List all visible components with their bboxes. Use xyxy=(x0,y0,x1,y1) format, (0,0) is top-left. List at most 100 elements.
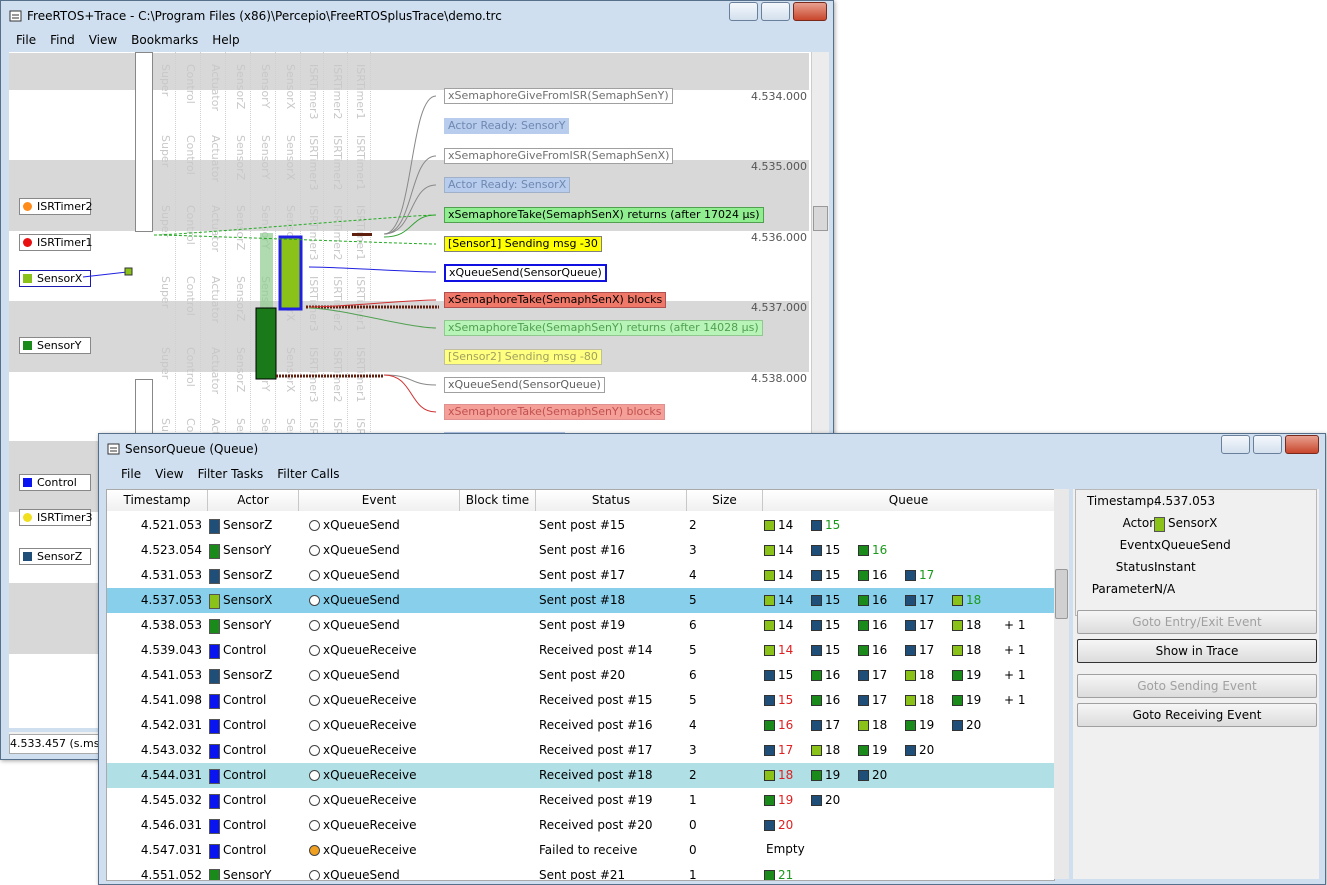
table-row[interactable]: 4.544.031ControlxQueueReceiveReceived po… xyxy=(107,763,1054,788)
queue-item-swatch xyxy=(764,670,775,681)
event-label: xSemaphoreTake(SemaphSenY) blocks xyxy=(444,404,665,420)
queue-item-swatch xyxy=(811,770,822,781)
queue-item: 18 xyxy=(919,688,934,713)
table-row[interactable]: 4.551.052SensorYxQueueSendSent post #211… xyxy=(107,863,1054,881)
queue-item: 18 xyxy=(966,613,981,638)
table-row[interactable]: 4.537.053SensorXxQueueSendSent post #185… xyxy=(107,588,1054,613)
queue-item: 16 xyxy=(825,688,840,713)
app-icon xyxy=(9,10,23,23)
event: xQueueReceive xyxy=(323,713,417,738)
event-label: xSemaphoreGiveFromISR(SemaphSenY) xyxy=(444,88,673,104)
menu-item[interactable]: Filter Calls xyxy=(270,465,346,485)
event-icon xyxy=(309,520,320,531)
table-row[interactable]: 4.543.032ControlxQueueReceiveReceived po… xyxy=(107,738,1054,763)
queue-more: + 1 xyxy=(1004,663,1026,688)
table-row[interactable]: 4.521.053SensorZxQueueSendSent post #152… xyxy=(107,513,1054,538)
queue-item-swatch xyxy=(858,620,869,631)
event: xQueueReceive xyxy=(323,788,417,813)
table-row[interactable]: 4.542.031ControlxQueueReceiveReceived po… xyxy=(107,713,1054,738)
timestamp: 4.541.098 xyxy=(141,688,202,713)
queue-item-swatch xyxy=(858,745,869,756)
menu-item[interactable]: Filter Tasks xyxy=(191,465,271,485)
actor: SensorY xyxy=(223,613,271,638)
queue-item: 15 xyxy=(825,613,840,638)
actor: SensorZ xyxy=(223,563,272,588)
button[interactable]: Show in Trace xyxy=(1077,639,1317,663)
table-row[interactable]: 4.538.053SensorYxQueueSendSent post #196… xyxy=(107,613,1054,638)
event-icon xyxy=(309,870,320,881)
queue-item: 20 xyxy=(825,788,840,813)
queue-item: 17 xyxy=(825,713,840,738)
menu-item[interactable]: View xyxy=(82,31,124,51)
maximize-button[interactable] xyxy=(761,2,790,21)
queue-item-swatch xyxy=(905,595,916,606)
menu-item[interactable]: File xyxy=(9,31,43,51)
size: 2 xyxy=(689,763,697,788)
menu-item[interactable]: View xyxy=(148,465,190,485)
event-label: xSemaphoreTake(SemaphSenX) returns (afte… xyxy=(444,207,764,223)
maximize-button[interactable] xyxy=(1253,435,1282,454)
actor-swatch xyxy=(209,869,220,881)
table-row[interactable]: 4.531.053SensorZxQueueSendSent post #174… xyxy=(107,563,1054,588)
queue-item: 16 xyxy=(872,638,887,663)
size: 0 xyxy=(689,813,697,838)
close-button[interactable] xyxy=(1285,435,1319,454)
detail-value: SensorX xyxy=(1168,516,1217,530)
connector xyxy=(384,375,436,412)
event-label: xSemaphoreTake(SemaphSenX) blocks xyxy=(444,292,666,308)
time-marker: 4.535.000 xyxy=(751,160,807,173)
time-marker: 4.534.000 xyxy=(751,90,807,103)
queue-item-swatch xyxy=(952,670,963,681)
queue-item: 19 xyxy=(778,788,793,813)
table-row[interactable]: 4.541.053SensorZxQueueSendSent post #206… xyxy=(107,663,1054,688)
menu-item[interactable]: Find xyxy=(43,31,82,51)
actor: Control xyxy=(223,638,266,663)
column-header[interactable]: Status xyxy=(536,490,687,511)
event-icon xyxy=(309,795,320,806)
scroll-thumb[interactable] xyxy=(813,206,828,231)
table-row[interactable]: 4.523.054SensorYxQueueSendSent post #163… xyxy=(107,538,1054,563)
event-icon xyxy=(309,720,320,731)
event: xQueueSend xyxy=(323,563,400,588)
actor-swatch xyxy=(209,819,220,834)
queue-item-swatch xyxy=(952,595,963,606)
queue-more: + 1 xyxy=(1004,638,1026,663)
timestamp: 4.541.053 xyxy=(141,663,202,688)
column-header[interactable]: Queue xyxy=(763,490,1055,511)
button[interactable]: Goto Entry/Exit Event xyxy=(1077,610,1317,634)
size: 3 xyxy=(689,538,697,563)
actor: SensorZ xyxy=(223,513,272,538)
table-row[interactable]: 4.547.031ControlxQueueReceiveFailed to r… xyxy=(107,838,1054,863)
queue-item-swatch xyxy=(952,645,963,656)
status: Received post #18 xyxy=(539,763,652,788)
event-label: Actor Ready: SensorY xyxy=(444,118,569,134)
menu-item[interactable]: Help xyxy=(205,31,246,51)
column-header[interactable]: Actor xyxy=(208,490,299,511)
menu-item[interactable]: File xyxy=(114,465,148,485)
column-header[interactable]: Timestamp xyxy=(107,490,208,511)
queue-item: 20 xyxy=(872,763,887,788)
close-button[interactable] xyxy=(793,2,827,21)
button[interactable]: Goto Sending Event xyxy=(1077,674,1317,698)
queue-item-swatch xyxy=(858,570,869,581)
minimize-button[interactable] xyxy=(729,2,758,21)
table-row[interactable]: 4.539.043ControlxQueueReceiveReceived po… xyxy=(107,638,1054,663)
table-row[interactable]: 4.545.032ControlxQueueReceiveReceived po… xyxy=(107,788,1054,813)
column-header[interactable]: Block time xyxy=(460,490,536,511)
queue-empty: Empty xyxy=(766,838,805,861)
queue-item: 17 xyxy=(919,588,934,613)
button[interactable]: Goto Receiving Event xyxy=(1077,703,1317,727)
queue-item: 20 xyxy=(966,713,981,738)
actor-swatch xyxy=(209,569,220,584)
column-header[interactable]: Event xyxy=(299,490,460,511)
scrollbar[interactable] xyxy=(1054,489,1069,879)
queue-item: 14 xyxy=(778,588,793,613)
table-row[interactable]: 4.541.098ControlxQueueReceiveReceived po… xyxy=(107,688,1054,713)
column-header[interactable]: Size xyxy=(687,490,763,511)
minimize-button[interactable] xyxy=(1221,435,1250,454)
table-row[interactable]: 4.546.031ControlxQueueReceiveReceived po… xyxy=(107,813,1054,838)
status: Sent post #20 xyxy=(539,663,625,688)
menu-item[interactable]: Bookmarks xyxy=(124,31,205,51)
size: 6 xyxy=(689,613,697,638)
timestamp: 4.521.053 xyxy=(141,513,202,538)
